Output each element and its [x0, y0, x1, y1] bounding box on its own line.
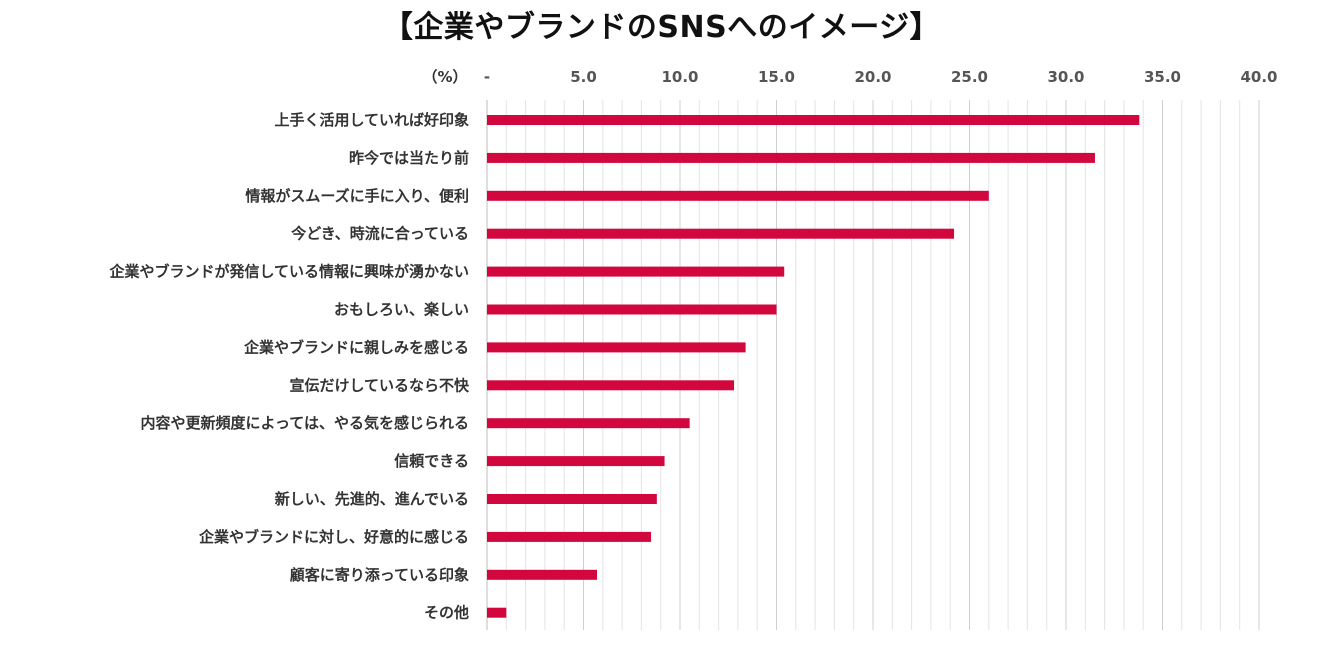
bar	[487, 418, 690, 429]
x-tick-label: 35.0	[1144, 68, 1181, 86]
unit-label: （%）	[422, 68, 467, 86]
category-label: 情報がスムーズに手に入り、便利	[245, 187, 469, 205]
bar	[487, 531, 652, 542]
category-label: 顧客に寄り添っている印象	[290, 566, 469, 584]
category-label: その他	[424, 604, 469, 622]
chart-title: 【企業やブランドのSNSへのイメージ】	[382, 10, 941, 45]
x-tick-label: 40.0	[1240, 68, 1277, 86]
bar	[487, 456, 665, 467]
bar	[487, 152, 1095, 163]
bar	[487, 569, 598, 580]
category-label: 企業やブランドに親しみを感じる	[243, 338, 469, 356]
bar	[487, 304, 777, 315]
x-tick-label: 30.0	[1047, 68, 1084, 86]
category-label: 企業やブランドに対し、好意的に感じる	[198, 528, 469, 546]
x-tick-label: 25.0	[951, 68, 988, 86]
x-tick-label: 10.0	[661, 68, 698, 86]
bar	[487, 190, 989, 201]
bar	[487, 115, 1140, 125]
bar	[487, 342, 746, 353]
category-label: おもしろい、楽しい	[334, 301, 469, 319]
category-label: 企業やブランドが発信している情報に興味が湧かない	[108, 263, 469, 281]
category-label: 今どき、時流に合っている	[290, 225, 469, 243]
category-label: 宣伝だけしているなら不快	[289, 376, 470, 394]
x-tick-label: 15.0	[758, 68, 795, 86]
x-tick-label: 20.0	[854, 68, 891, 86]
category-label: 新しい、先進的、進んでいる	[275, 490, 469, 508]
bar	[487, 228, 955, 239]
category-label: 上手く活用していれば好印象	[274, 111, 469, 129]
bar	[487, 266, 785, 277]
bar	[487, 607, 507, 618]
x-tick-label: 5.0	[570, 68, 597, 86]
bar	[487, 380, 735, 391]
category-label: 昨今では当たり前	[349, 149, 469, 167]
category-label: 内容や更新頻度によっては、やる気を感じられる	[140, 414, 469, 432]
category-label: 信頼できる	[394, 452, 469, 470]
x-tick-label: -	[484, 68, 490, 86]
bar	[487, 494, 657, 504]
